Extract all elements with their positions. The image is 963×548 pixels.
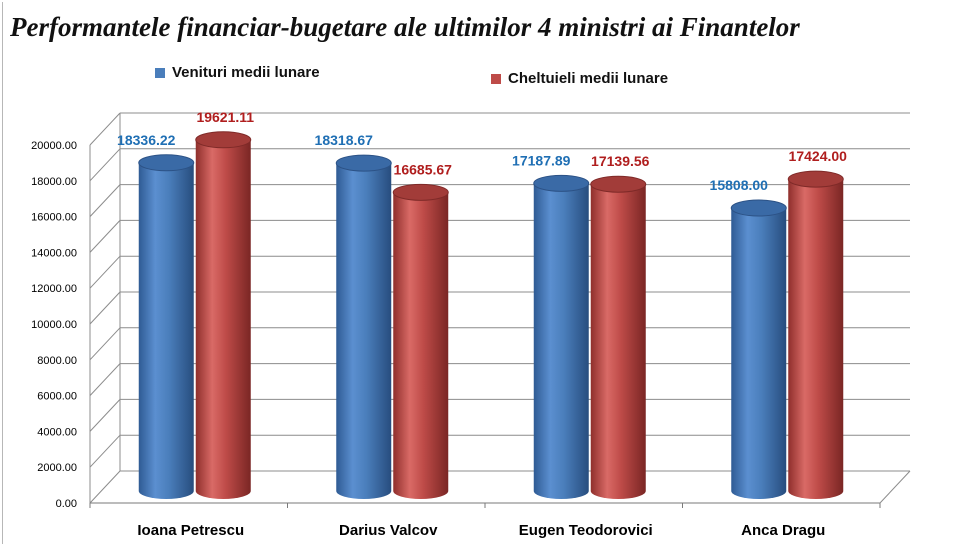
gridline-depth — [90, 328, 120, 360]
data-label-venituri: 18336.22 — [117, 132, 176, 148]
bar-top-cheltuieli — [196, 132, 251, 148]
data-label-cheltuieli: 19621.11 — [196, 109, 254, 125]
gridline-depth — [90, 471, 120, 503]
y-tick-label: 4000.00 — [37, 426, 77, 438]
y-tick-label: 20000.00 — [31, 140, 77, 152]
floor-right-edge — [880, 471, 910, 503]
gridline-depth — [90, 256, 120, 288]
y-tick-label: 6000.00 — [37, 391, 77, 403]
gridline-depth — [90, 149, 120, 181]
gridline-depth — [90, 399, 120, 431]
data-label-venituri: 18318.67 — [315, 132, 374, 148]
bar-top-venituri — [336, 155, 391, 171]
bar-venituri — [336, 163, 391, 499]
bar-top-cheltuieli — [591, 176, 646, 192]
bar-cheltuieli — [591, 184, 646, 499]
y-tick-label: 0.00 — [56, 498, 77, 510]
y-tick-label: 10000.00 — [31, 319, 77, 331]
gridline-depth — [90, 435, 120, 467]
bar-top-venituri — [731, 200, 786, 216]
gridline-depth — [90, 292, 120, 324]
bar-top-venituri — [534, 175, 589, 191]
y-tick-label: 14000.00 — [31, 247, 77, 259]
bar-top-cheltuieli — [788, 171, 843, 187]
x-category-label: Ioana Petrescu — [137, 522, 244, 539]
bar-top-venituri — [139, 155, 194, 171]
y-tick-label: 8000.00 — [37, 355, 77, 367]
data-label-venituri: 17187.89 — [512, 152, 571, 168]
y-tick-label: 2000.00 — [37, 462, 77, 474]
gridline-depth — [90, 220, 120, 252]
bar-cheltuieli — [393, 192, 448, 499]
y-tick-label: 12000.00 — [31, 283, 77, 295]
data-label-cheltuieli: 16685.67 — [394, 161, 453, 177]
gridline-depth — [90, 113, 120, 145]
x-category-label: Eugen Teodorovici — [519, 522, 653, 539]
y-tick-label: 18000.00 — [31, 176, 77, 188]
bar-venituri — [139, 163, 194, 499]
data-label-cheltuieli: 17139.56 — [591, 153, 650, 169]
y-tick-label: 16000.00 — [31, 212, 77, 224]
bar-cheltuieli — [196, 140, 251, 499]
gridline-depth — [90, 185, 120, 217]
data-label-venituri: 15808.00 — [710, 177, 769, 193]
x-category-label: Darius Valcov — [339, 522, 438, 539]
bar-cheltuieli — [788, 179, 843, 499]
x-category-label: Anca Dragu — [741, 522, 825, 539]
bar-venituri — [534, 183, 589, 499]
gridline-depth — [90, 364, 120, 396]
bar-venituri — [731, 208, 786, 499]
data-label-cheltuieli: 17424.00 — [789, 148, 848, 164]
bar-top-cheltuieli — [393, 184, 448, 200]
